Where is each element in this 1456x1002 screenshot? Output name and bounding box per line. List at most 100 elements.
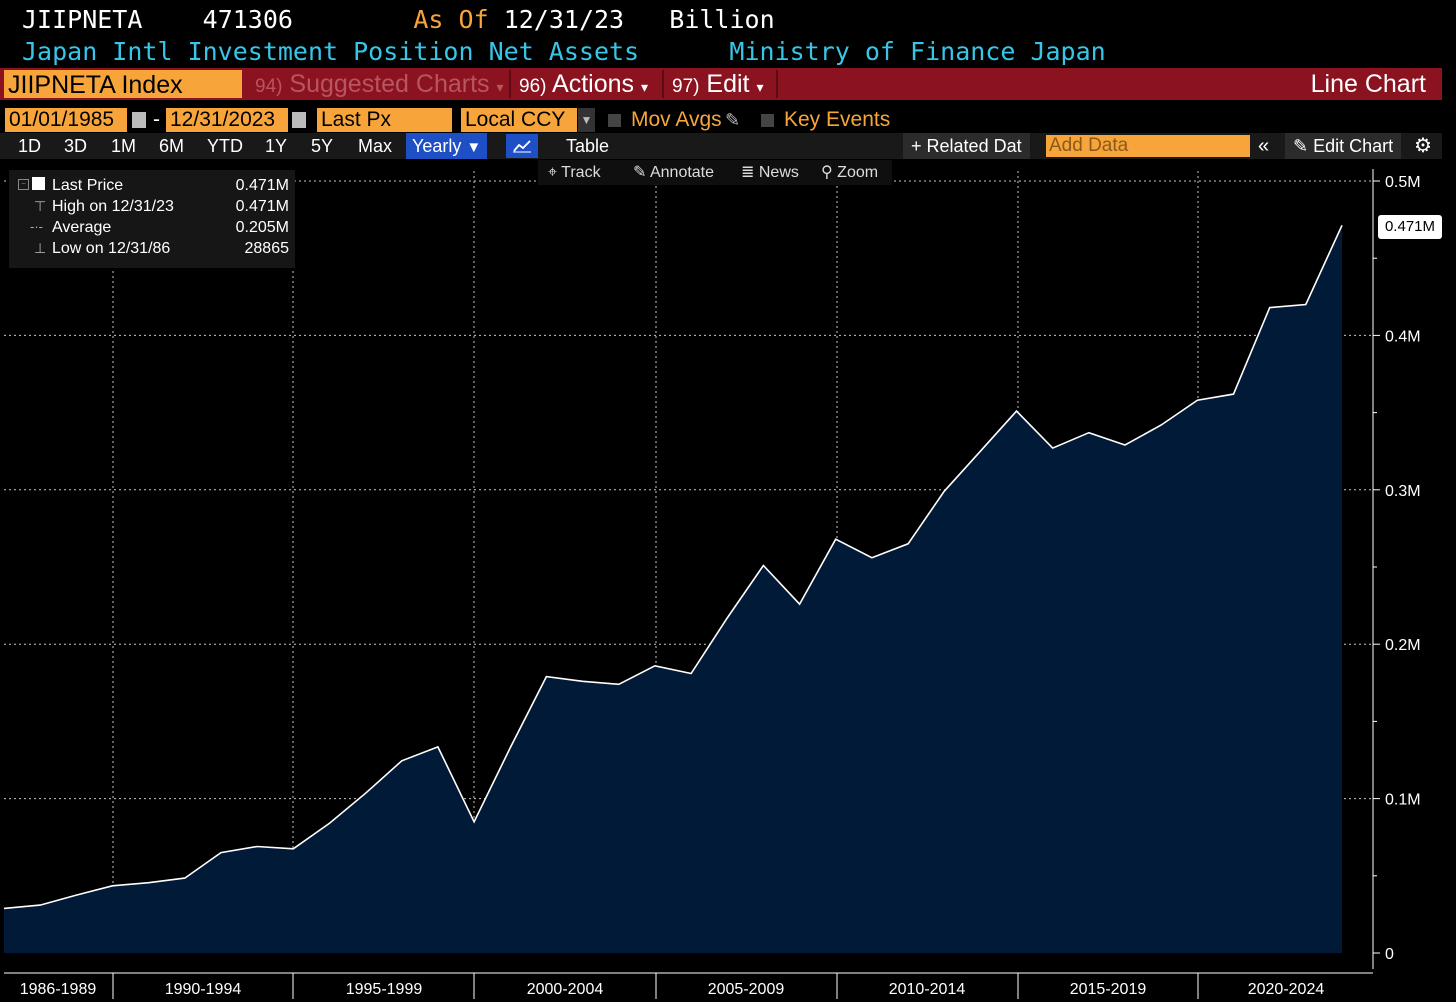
legend-value-low: 28865 bbox=[244, 240, 290, 257]
edit-chart-label: Edit Chart bbox=[1313, 136, 1394, 156]
ticker-code: JIIPNETA bbox=[22, 5, 143, 34]
plus-icon: + bbox=[911, 136, 922, 156]
legend-label-high: High on 12/31/23 bbox=[52, 198, 174, 215]
period-1y[interactable]: 1Y bbox=[265, 136, 288, 156]
frequency-dropdown[interactable]: Yearly ▼ bbox=[406, 133, 488, 159]
related-data-label: Related Dat bbox=[926, 136, 1022, 156]
series-description: Japan Intl Investment Position Net Asset… bbox=[22, 37, 640, 66]
y-tick-label: 0.4M bbox=[1385, 328, 1421, 345]
period-3d[interactable]: 3D bbox=[64, 136, 88, 156]
start-date-field[interactable]: 01/01/1985 bbox=[5, 108, 127, 132]
series-swatch bbox=[32, 177, 45, 190]
chevron-down-icon: ▾ bbox=[756, 79, 764, 95]
y-axis: 0 0.1M 0.2M 0.3M 0.4M 0.5M bbox=[1372, 169, 1421, 969]
chevron-down-icon: ▾ bbox=[496, 79, 504, 95]
pencil-icon: ✎ bbox=[1293, 136, 1309, 156]
period-6m[interactable]: 6M bbox=[159, 136, 185, 156]
chevron-down-icon: ▼ bbox=[466, 139, 482, 156]
collapse-icon[interactable]: « bbox=[1258, 135, 1270, 157]
last-value: 471306 bbox=[202, 5, 293, 34]
edit-num: 97) bbox=[672, 76, 700, 97]
x-axis: 1986-1989 1990-1994 1995-1999 2000-2004 2005… bbox=[4, 972, 1373, 999]
crosshair-icon: ⌖ bbox=[548, 164, 558, 181]
data-source: Ministry of Finance Japan bbox=[729, 37, 1106, 66]
news-label: News bbox=[758, 164, 799, 181]
x-tick-label: 2020-2024 bbox=[1248, 981, 1325, 998]
key-events-label[interactable]: Key Events bbox=[784, 108, 891, 131]
legend-value-average: 0.205M bbox=[235, 219, 289, 236]
line-chart-icon[interactable] bbox=[506, 134, 538, 158]
gear-icon[interactable]: ⚙ bbox=[1414, 135, 1432, 157]
average-marker-icon: -·- bbox=[30, 219, 43, 234]
track-button[interactable]: ⌖ Track bbox=[548, 161, 601, 185]
as-of-date: 12/31/23 bbox=[503, 5, 625, 34]
add-data-input[interactable]: Add Data bbox=[1046, 135, 1250, 157]
period-5y[interactable]: 5Y bbox=[311, 136, 334, 156]
y-tick-label: 0 bbox=[1385, 946, 1394, 963]
actions-button[interactable]: 96) Actions ▾ bbox=[519, 70, 648, 98]
date-dash: - bbox=[153, 108, 160, 131]
legend-label-average: Average bbox=[52, 219, 112, 236]
series-line bbox=[3, 224, 1343, 910]
divider bbox=[776, 70, 778, 98]
table-button[interactable]: Table bbox=[566, 136, 610, 156]
y-tick-label: 0.2M bbox=[1385, 637, 1421, 654]
units-label: Billion bbox=[669, 5, 775, 34]
divider bbox=[509, 70, 511, 98]
period-ytd[interactable]: YTD bbox=[207, 136, 243, 156]
field-selector[interactable]: Last Px bbox=[317, 108, 452, 132]
header-line-1: JIIPNETA 471306 As Of 12/31/23 Billion bbox=[22, 4, 775, 36]
key-events-checkbox[interactable] bbox=[761, 114, 774, 127]
calendar-icon[interactable] bbox=[132, 112, 146, 128]
actions-label: Actions bbox=[552, 70, 635, 98]
pencil-icon: ✎ bbox=[633, 164, 647, 181]
chevron-down-icon: ▾ bbox=[640, 79, 649, 95]
line-chart-icon-graphic bbox=[513, 140, 531, 153]
mov-avgs-label[interactable]: Mov Avgs bbox=[631, 108, 722, 131]
mov-avgs-checkbox[interactable] bbox=[608, 114, 621, 127]
chevron-down-icon[interactable]: ▼ bbox=[578, 108, 595, 132]
edit-chart-button[interactable]: ✎ Edit Chart bbox=[1285, 133, 1402, 159]
x-tick-label: 2015-2019 bbox=[1070, 981, 1147, 998]
zoom-label: Zoom bbox=[837, 164, 879, 181]
news-icon: ≣ bbox=[741, 164, 755, 181]
divider bbox=[662, 70, 664, 98]
suggested-charts-button[interactable]: 94) Suggested Charts ▾ bbox=[255, 70, 504, 98]
calendar-icon[interactable] bbox=[292, 112, 306, 128]
low-marker-icon: ⊥ bbox=[34, 240, 47, 256]
frequency-label: Yearly bbox=[412, 136, 462, 156]
period-1d[interactable]: 1D bbox=[18, 136, 42, 156]
end-date-field[interactable]: 12/31/2023 bbox=[166, 108, 288, 132]
news-button[interactable]: ≣ News bbox=[741, 161, 799, 185]
actions-num: 96) bbox=[519, 76, 547, 97]
track-label: Track bbox=[561, 164, 601, 181]
x-tick-label: 2000-2004 bbox=[527, 981, 604, 998]
as-of-label: As Of bbox=[413, 5, 489, 34]
suggested-num: 94) bbox=[255, 76, 283, 97]
currency-selector[interactable]: Local CCY bbox=[461, 108, 577, 132]
period-1m[interactable]: 1M bbox=[111, 136, 137, 156]
period-max[interactable]: Max bbox=[358, 136, 393, 156]
magnifier-icon: ⚲ bbox=[821, 164, 833, 181]
suggested-label: Suggested Charts bbox=[289, 70, 490, 98]
x-tick-label: 1990-1994 bbox=[165, 981, 242, 998]
y-tick-label: 0.1M bbox=[1385, 792, 1421, 809]
collapse-box-icon[interactable]: − bbox=[18, 179, 29, 190]
y-tick-label: 0.5M bbox=[1385, 174, 1421, 191]
annotate-label: Annotate bbox=[649, 164, 715, 181]
zoom-button[interactable]: ⚲ Zoom bbox=[821, 161, 878, 185]
pencil-icon[interactable]: ✎ bbox=[725, 110, 741, 130]
series-area bbox=[4, 225, 1342, 954]
legend-value-high: 0.471M bbox=[235, 198, 289, 215]
header-line-2: Japan Intl Investment Position Net Asset… bbox=[22, 36, 1106, 68]
related-data-button[interactable]: + Related Dat bbox=[903, 133, 1030, 159]
x-tick-label: 1995-1999 bbox=[346, 981, 423, 998]
edit-button[interactable]: 97) Edit ▾ bbox=[672, 70, 764, 98]
annotate-button[interactable]: ✎ Annotate bbox=[633, 161, 714, 185]
security-field[interactable]: JIIPNETA Index bbox=[4, 70, 242, 99]
edit-label: Edit bbox=[706, 70, 750, 98]
chart-type-label[interactable]: Line Chart bbox=[1310, 70, 1426, 98]
chart-tools bbox=[538, 160, 892, 185]
x-tick-label: 2005-2009 bbox=[708, 981, 785, 998]
